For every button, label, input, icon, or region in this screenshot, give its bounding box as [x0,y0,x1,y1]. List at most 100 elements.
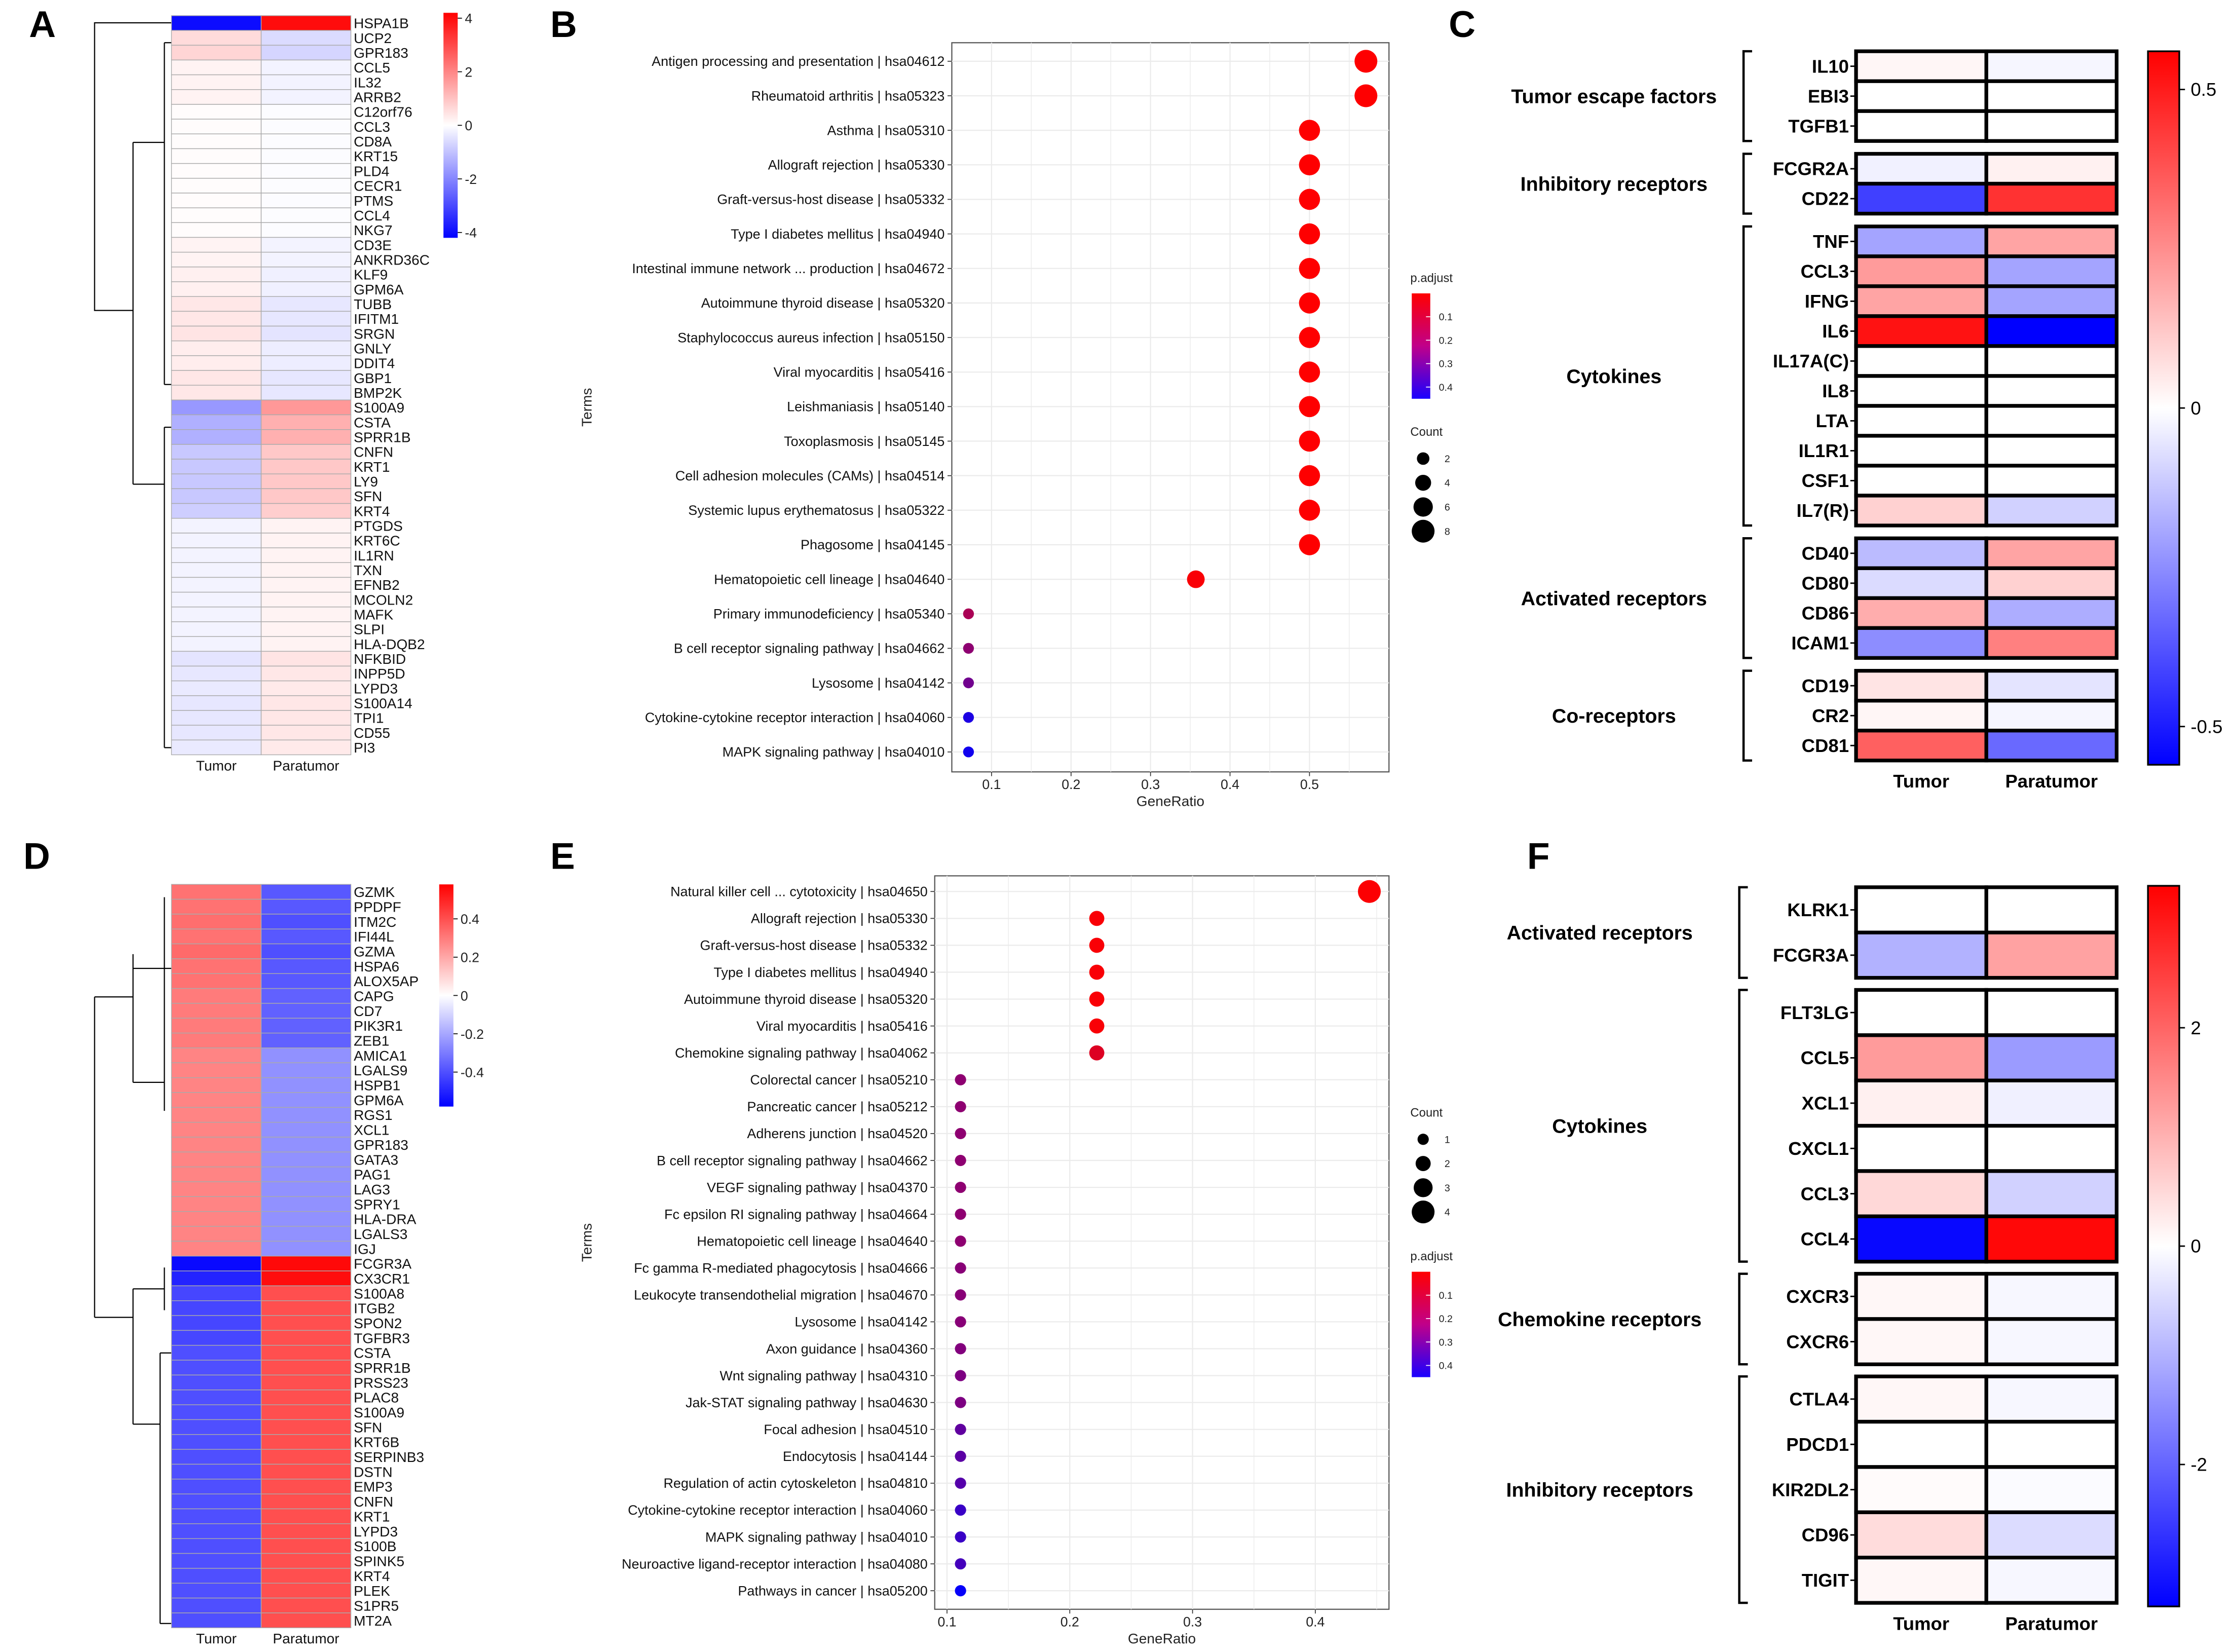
heatmap-cell [171,89,262,105]
row-label: PTGDS [354,518,403,534]
data-point [1089,937,1105,953]
heatmap-cell [171,943,262,959]
heatmap-cell [260,1107,352,1123]
row-label: GPM6A [354,1093,404,1108]
heatmap-cell [1854,930,1988,980]
row-label: PRSS23 [354,1375,408,1391]
heatmap-cell [1854,1169,1988,1218]
colorbar-tick-label: -2 [2191,1454,2207,1475]
row-label: TGFB1 [1788,116,1849,136]
row-label: CD7 [354,1003,382,1019]
heatmap-cell [171,1032,262,1048]
panel-letter: C [1449,4,1475,45]
heatmap-cell [1854,885,1988,934]
heatmap-cell [1984,109,2119,143]
heatmap-cell [260,207,352,223]
heatmap-cell [171,725,262,741]
heatmap-cell [260,1597,352,1613]
data-point [955,1316,966,1328]
heatmap-cell [260,473,352,490]
padjust-colorbar [1412,1271,1430,1377]
count-legend-dot [1417,1134,1429,1145]
data-point [955,1101,966,1112]
x-tick-label: 0.4 [1306,1614,1324,1629]
heatmap-cell [1984,1510,2119,1560]
colorbar-tick-label: 2 [465,64,472,80]
heatmap-cell [171,207,262,223]
row-label: IFITM1 [354,311,399,327]
row-label: CCL5 [1801,1047,1849,1068]
heatmap-cell [260,1479,352,1494]
row-label: SPRY1 [354,1196,400,1212]
heatmap-cell [171,533,262,548]
heatmap-cell [171,1449,262,1465]
row-label: CTLA4 [1789,1389,1849,1410]
heatmap-cell [1984,152,2119,186]
row-label: LYPD3 [354,681,398,696]
heatmap-cell [171,1300,262,1316]
count-legend-dot [1413,497,1433,517]
term-label: Adherens junction | hsa04520 [747,1126,927,1141]
heatmap-cell [1854,1078,1988,1128]
row-label: HLA-DQB2 [354,636,425,652]
heatmap-cell [260,518,352,534]
padjust-legend-label: 0.4 [1439,382,1453,393]
row-label: PIK3R1 [354,1018,403,1034]
heatmap-cell [1984,434,2119,468]
heatmap-cell [260,1181,352,1197]
data-point [955,1531,966,1543]
data-point [955,1343,966,1355]
heatmap-cell [1984,1317,2119,1366]
row-label: PDCD1 [1786,1434,1849,1455]
heatmap-cell [171,193,262,208]
row-label: IL1R1 [1799,440,1849,461]
term-label: Fc epsilon RI signaling pathway | hsa046… [664,1207,928,1222]
data-point [1299,120,1320,141]
heatmap-cell [260,1553,352,1569]
padjust-legend-label: 0.1 [1439,312,1453,323]
heatmap-cell [1854,1317,1988,1366]
term-label: Cell adhesion molecules (CAMs) | hsa0451… [675,468,945,483]
heatmap-cell [171,1390,262,1405]
data-point [1299,396,1320,418]
heatmap-cell [1854,729,1988,763]
row-label: CCL4 [354,208,390,223]
row-label: EMP3 [354,1479,393,1495]
count-legend-title: Count [1410,1106,1443,1119]
row-label: TUBB [354,296,392,312]
heatmap-cell [171,680,262,696]
heatmap-cell [171,1612,262,1628]
heatmap-cell [171,1568,262,1584]
group-label: Activated receptors [1507,922,1693,944]
heatmap-cell [1984,404,2119,438]
heatmap-cell [260,695,352,711]
heatmap-cell [171,518,262,534]
term-label: Hematopoietic cell lineage | hsa04640 [697,1233,927,1249]
row-label: LAG3 [354,1182,390,1197]
heatmap-cell [171,1404,262,1420]
heatmap-cell [260,1330,352,1346]
heatmap-cell [171,119,262,134]
row-label: KRT1 [354,459,390,475]
row-label: FCGR3A [354,1256,411,1272]
heatmap-cell [1984,1214,2119,1264]
heatmap-cell [1854,284,1988,318]
term-label: Primary immunodeficiency | hsa05340 [713,607,945,622]
row-label: LGALS3 [354,1226,407,1242]
row-label: SPINK5 [354,1553,404,1569]
row-label: CD86 [1802,603,1849,623]
group-label: Activated receptors [1521,587,1707,610]
term-label: Allograft rejection | hsa05330 [768,158,945,173]
heatmap-cell [260,222,352,238]
heatmap-cell [171,1018,262,1034]
heatmap-cell [260,710,352,726]
heatmap-cell [260,163,352,179]
heatmap-cell [171,665,262,682]
heatmap-cell [171,577,262,593]
row-label: NKG7 [354,222,393,238]
heatmap-cell [260,399,352,416]
row-label: CCL3 [354,119,390,135]
heatmap-cell [260,1300,352,1316]
heatmap-cell [260,1360,352,1376]
heatmap-cell [260,1612,352,1628]
